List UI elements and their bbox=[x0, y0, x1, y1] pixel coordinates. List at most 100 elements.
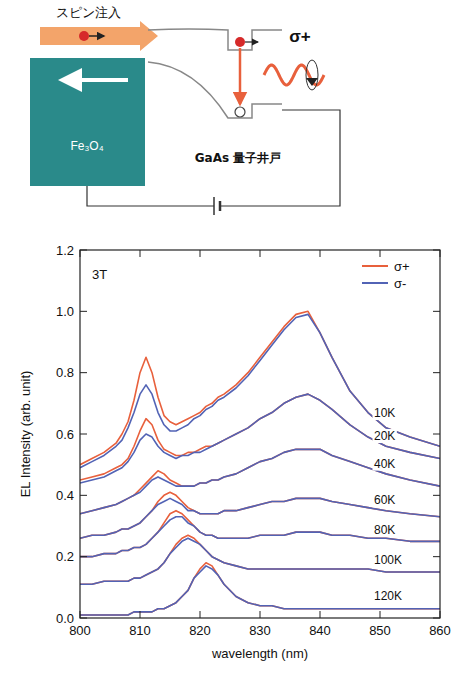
legend-swatch bbox=[362, 282, 388, 284]
circuit-wire bbox=[220, 110, 340, 206]
electron bbox=[235, 37, 245, 47]
x-tick bbox=[260, 250, 261, 257]
annotation: 40K bbox=[373, 457, 397, 471]
label-patch bbox=[373, 493, 397, 507]
x-tick bbox=[80, 250, 81, 257]
x-tick-label: 830 bbox=[249, 623, 271, 638]
spectrum-line bbox=[80, 394, 440, 483]
x-axis-title: wavelength (nm) bbox=[211, 646, 308, 661]
chart: 8008108208308408508600.00.20.40.60.81.01… bbox=[18, 243, 451, 662]
spectrum-line bbox=[80, 517, 440, 557]
annotation: 20K bbox=[373, 429, 397, 443]
spectrum-line bbox=[80, 394, 440, 480]
x-tick-label: 860 bbox=[429, 623, 451, 638]
y-tick bbox=[80, 434, 87, 435]
y-tick-label: 0.4 bbox=[56, 488, 74, 503]
x-tick bbox=[440, 611, 441, 618]
label-patch bbox=[373, 457, 397, 471]
y-tick bbox=[80, 556, 87, 557]
annotation: 120K bbox=[373, 589, 404, 603]
annotation-label: 40K bbox=[374, 457, 395, 471]
y-tick bbox=[433, 434, 440, 435]
legend-label: σ+ bbox=[394, 259, 410, 274]
y-tick bbox=[80, 495, 87, 496]
annotation: 100K bbox=[373, 553, 404, 567]
polarization-ellipse bbox=[306, 60, 318, 90]
spectrum-line bbox=[80, 492, 440, 538]
x-tick bbox=[380, 611, 381, 618]
spin-injection-label: スピン注入 bbox=[56, 5, 121, 20]
y-tick-label: 0.2 bbox=[56, 549, 74, 564]
y-tick-label: 0.6 bbox=[56, 427, 74, 442]
x-tick bbox=[320, 611, 321, 618]
annotation-label: 10K bbox=[374, 406, 395, 420]
x-tick bbox=[440, 250, 441, 257]
y-tick-label: 1.0 bbox=[56, 304, 74, 319]
y-tick-label: 1.2 bbox=[56, 243, 74, 258]
spectrum-line bbox=[80, 538, 440, 584]
x-tick bbox=[80, 611, 81, 618]
annotation: 10K bbox=[373, 406, 397, 420]
label-patch bbox=[373, 553, 404, 567]
legend: σ+ σ- bbox=[362, 259, 410, 291]
plot-frame bbox=[80, 250, 440, 618]
label-patch bbox=[373, 429, 397, 443]
x-tick-label: 840 bbox=[309, 623, 331, 638]
annotation: 80K bbox=[373, 523, 397, 537]
electrode-label: Fe₃O₄ bbox=[70, 139, 103, 153]
y-tick bbox=[433, 495, 440, 496]
spectrum-line bbox=[80, 311, 440, 464]
annotation: 60K bbox=[373, 493, 397, 507]
legend-swatch bbox=[362, 265, 388, 267]
figure: スピン注入Fe₃O₄σ+GaAs 量子井戸8008108208308408508… bbox=[0, 0, 454, 677]
spectrum-line bbox=[80, 511, 440, 557]
plot-lines bbox=[80, 311, 440, 615]
legend-label: σ- bbox=[394, 276, 406, 291]
x-tick bbox=[320, 250, 321, 257]
x-tick bbox=[140, 250, 141, 257]
y-tick bbox=[80, 372, 87, 373]
spectrum-line bbox=[80, 566, 440, 615]
x-tick bbox=[200, 611, 201, 618]
spin-arrow bbox=[89, 35, 104, 37]
x-tick bbox=[200, 250, 201, 257]
annotation-label: 60K bbox=[374, 493, 395, 507]
valence-band bbox=[148, 62, 282, 118]
battery-plate bbox=[213, 197, 215, 215]
label-patch bbox=[373, 523, 397, 537]
y-tick bbox=[433, 372, 440, 373]
y-tick bbox=[80, 311, 87, 312]
fe3o4-electrode bbox=[30, 58, 145, 186]
y-tick bbox=[80, 618, 87, 619]
annotation-label: 120K bbox=[374, 589, 402, 603]
x-tick-label: 850 bbox=[369, 623, 391, 638]
annotation-label: 3T bbox=[92, 267, 107, 282]
y-tick bbox=[433, 250, 440, 251]
y-axis-title: EL Intensity (arb. unit) bbox=[18, 371, 33, 498]
x-tick-label: 820 bbox=[189, 623, 211, 638]
magnetization-arrow bbox=[62, 78, 128, 82]
recombination-arrow bbox=[239, 48, 242, 104]
y-tick bbox=[433, 618, 440, 619]
x-tick-label: 810 bbox=[129, 623, 151, 638]
y-tick-label: 0.8 bbox=[56, 365, 74, 380]
annotation-label: 100K bbox=[374, 553, 402, 567]
spin-arrow bbox=[245, 41, 258, 42]
schematic: スピン注入 Fe₃O₄ σ+ GaAs 量子井戸 bbox=[30, 5, 340, 215]
annotation: 3T bbox=[91, 267, 109, 282]
y-tick bbox=[80, 250, 87, 251]
electron bbox=[79, 31, 89, 41]
quantum-well-label: GaAs 量子井戸 bbox=[195, 151, 282, 165]
x-tick bbox=[140, 611, 141, 618]
spectrum-line bbox=[80, 535, 440, 584]
label-patch bbox=[373, 406, 397, 420]
hole bbox=[235, 107, 245, 117]
annotation-label: 20K bbox=[374, 429, 395, 443]
emission-label: σ+ bbox=[289, 27, 311, 46]
conduction-band bbox=[148, 29, 282, 50]
x-tick bbox=[260, 611, 261, 618]
x-tick bbox=[380, 250, 381, 257]
label-patch bbox=[91, 267, 109, 282]
y-tick-label: 0.0 bbox=[56, 611, 74, 626]
injection-arrow bbox=[40, 21, 158, 51]
